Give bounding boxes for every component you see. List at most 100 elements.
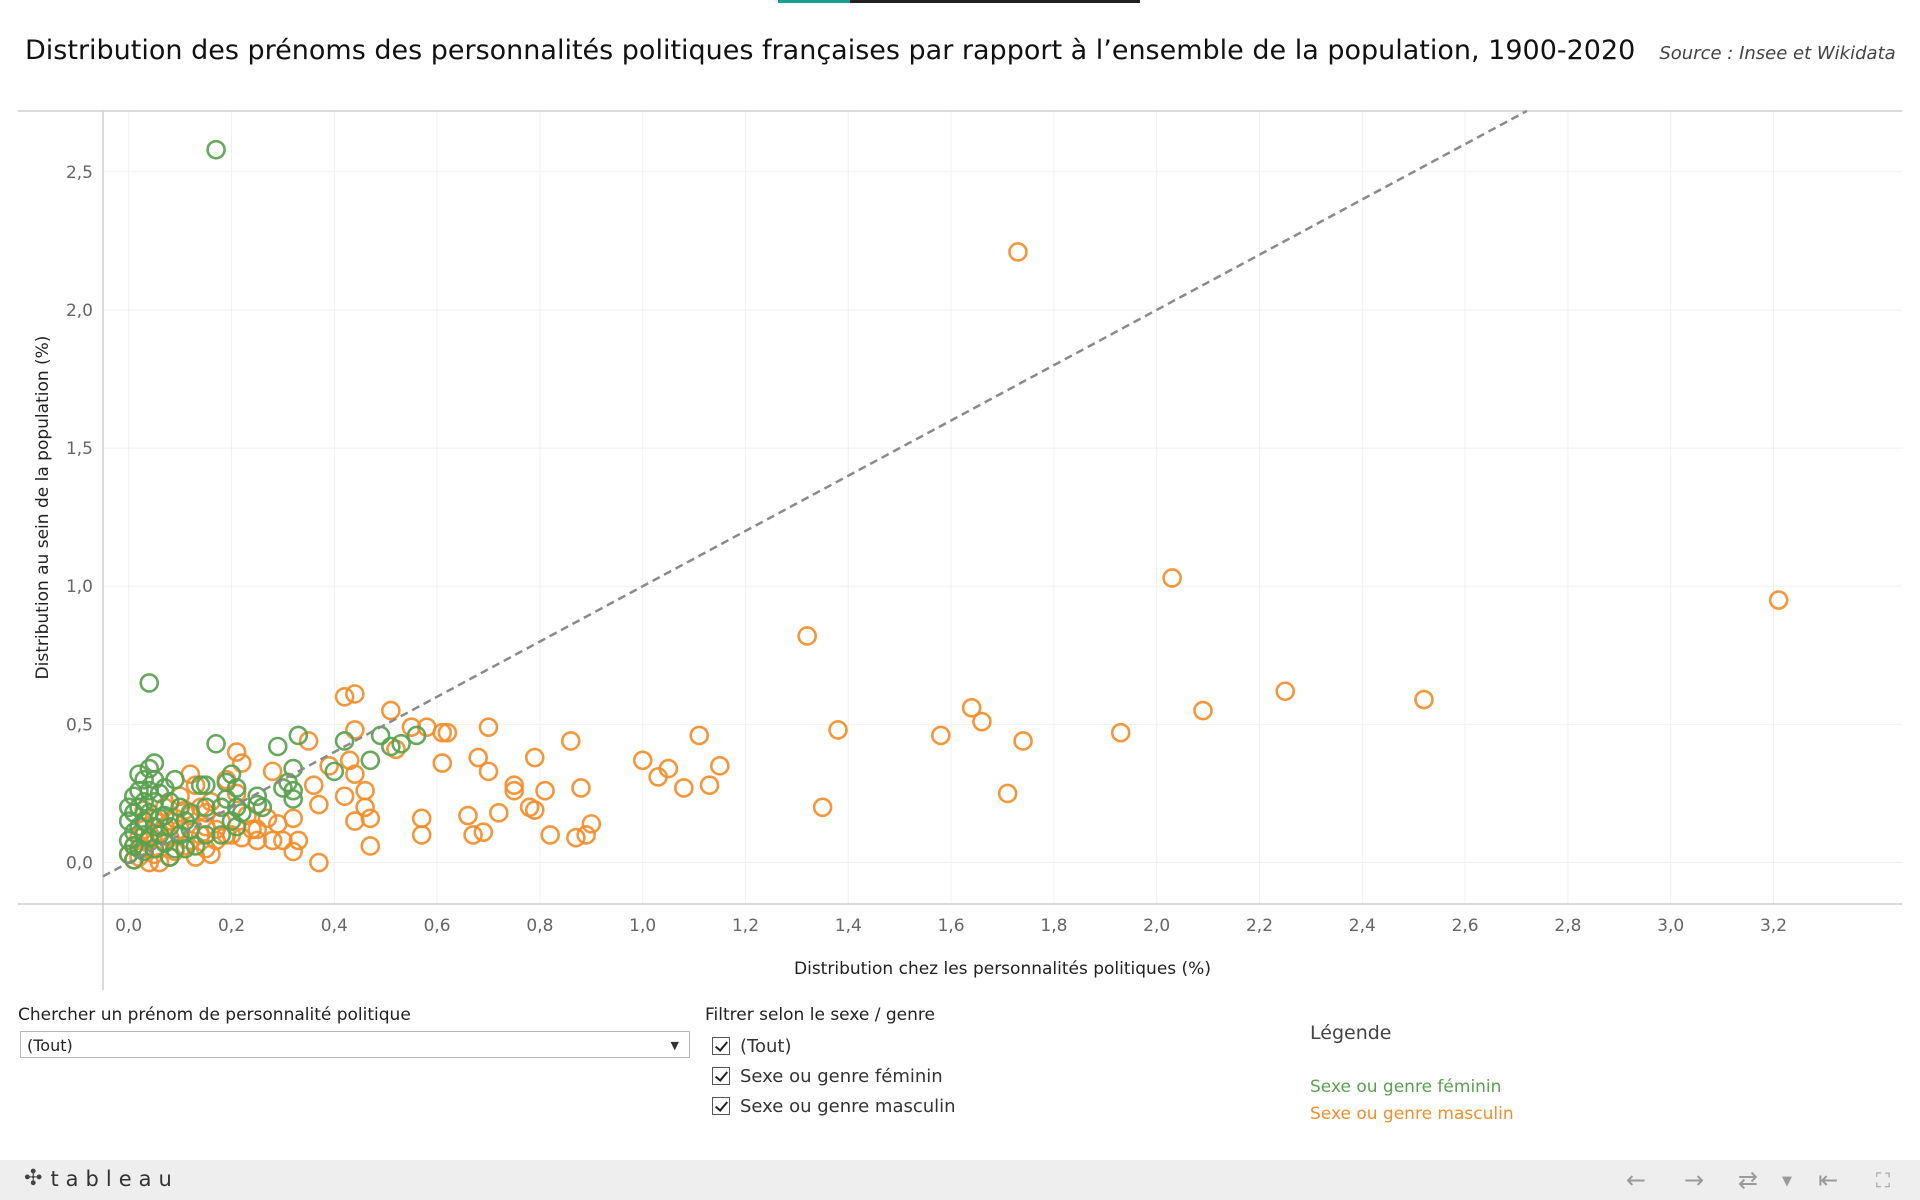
data-point-male[interactable] xyxy=(226,783,247,804)
data-point-male[interactable] xyxy=(961,698,982,718)
data-point-female[interactable] xyxy=(139,673,160,693)
data-point-male[interactable] xyxy=(355,780,375,801)
data-point-male[interactable] xyxy=(1275,681,1295,702)
checkbox-checked-icon[interactable] xyxy=(712,1097,730,1115)
data-point-male[interactable] xyxy=(334,786,355,807)
data-point-male[interactable] xyxy=(247,819,268,840)
data-point-male[interactable] xyxy=(1414,689,1434,710)
data-point-female[interactable] xyxy=(196,775,216,795)
checkbox-checked-icon[interactable] xyxy=(712,1067,730,1085)
data-point-male[interactable] xyxy=(648,767,668,787)
data-point-female[interactable] xyxy=(154,778,175,798)
data-point-female[interactable] xyxy=(283,789,303,809)
data-point-female[interactable] xyxy=(160,847,180,867)
dropdown-icon[interactable]: ▼ xyxy=(1782,1174,1792,1189)
checkbox-checked-icon[interactable] xyxy=(712,1037,730,1055)
data-point-female[interactable] xyxy=(391,733,411,754)
data-point-male[interactable] xyxy=(267,814,288,834)
data-point-male[interactable] xyxy=(190,797,211,818)
data-point-female[interactable] xyxy=(206,139,226,160)
data-point-male[interactable] xyxy=(411,825,432,845)
data-point-male[interactable] xyxy=(283,841,303,862)
data-point-male[interactable] xyxy=(1162,568,1182,588)
data-point-male[interactable] xyxy=(828,720,848,740)
data-point-male[interactable] xyxy=(262,830,283,851)
data-point-male[interactable] xyxy=(1110,722,1131,743)
filter-option-female[interactable]: Sexe ou genre féminin xyxy=(712,1063,943,1089)
data-point-female[interactable] xyxy=(324,761,345,782)
data-point-female[interactable] xyxy=(118,811,139,831)
data-point-male[interactable] xyxy=(1193,700,1213,721)
data-point-female[interactable] xyxy=(134,769,154,790)
data-point-male[interactable] xyxy=(432,753,453,773)
data-point-male[interactable] xyxy=(812,797,833,818)
data-point-male[interactable] xyxy=(524,747,545,768)
data-point-male[interactable] xyxy=(298,731,319,751)
data-point-male[interactable] xyxy=(535,780,555,801)
data-point-male[interactable] xyxy=(504,775,525,795)
data-point-male[interactable] xyxy=(360,836,381,856)
data-point-male[interactable] xyxy=(185,775,206,795)
data-point-male[interactable] xyxy=(478,761,499,782)
filter-option-all[interactable]: (Tout) xyxy=(712,1033,791,1059)
data-point-female[interactable] xyxy=(144,838,165,859)
data-point-male[interactable] xyxy=(288,830,309,851)
reset-icon[interactable]: ⇤ xyxy=(1818,1166,1839,1194)
data-point-female[interactable] xyxy=(175,838,196,859)
data-point-male[interactable] xyxy=(519,797,540,818)
data-point-male[interactable] xyxy=(473,822,494,842)
data-point-female[interactable] xyxy=(381,736,401,757)
data-point-male[interactable] xyxy=(334,686,355,707)
data-point-male[interactable] xyxy=(468,747,489,768)
data-point-male[interactable] xyxy=(931,725,951,746)
data-point-female[interactable] xyxy=(221,811,242,831)
data-point-female[interactable] xyxy=(190,775,211,795)
data-point-male[interactable] xyxy=(560,731,581,751)
data-point-male[interactable] xyxy=(411,808,432,829)
data-point-female[interactable] xyxy=(370,725,391,746)
data-point-male[interactable] xyxy=(458,805,478,826)
data-point-male[interactable] xyxy=(1768,590,1789,610)
undo-icon[interactable]: ← xyxy=(1626,1166,1647,1194)
data-point-female[interactable] xyxy=(252,797,273,818)
data-point-male[interactable] xyxy=(231,827,252,848)
filter-option-male[interactable]: Sexe ou genre masculin xyxy=(712,1093,956,1119)
data-point-female[interactable] xyxy=(221,764,242,784)
legend-item-male[interactable]: Sexe ou genre masculin xyxy=(1310,1104,1514,1124)
data-point-male[interactable] xyxy=(571,778,591,798)
data-point-male[interactable] xyxy=(463,825,483,845)
data-point-male[interactable] xyxy=(231,753,252,773)
data-point-male[interactable] xyxy=(576,825,596,845)
data-point-male[interactable] xyxy=(206,819,226,840)
fullscreen-icon[interactable]: ⛶ xyxy=(1876,1168,1890,1192)
data-point-female[interactable] xyxy=(267,736,288,757)
data-point-male[interactable] xyxy=(566,827,586,848)
data-point-male[interactable] xyxy=(488,803,509,823)
data-point-male[interactable] xyxy=(478,717,499,737)
data-point-female[interactable] xyxy=(196,825,216,845)
data-point-male[interactable] xyxy=(437,722,458,743)
data-point-male[interactable] xyxy=(309,852,329,873)
data-point-male[interactable] xyxy=(201,844,221,865)
data-point-male[interactable] xyxy=(504,780,525,801)
data-point-male[interactable] xyxy=(674,778,694,798)
data-point-male[interactable] xyxy=(1008,242,1028,262)
points-layer[interactable] xyxy=(118,139,1789,873)
name-search-dropdown[interactable]: (Tout) ▼ xyxy=(20,1031,690,1058)
data-point-female[interactable] xyxy=(360,750,381,771)
data-point-male[interactable] xyxy=(699,775,720,795)
data-point-female[interactable] xyxy=(334,731,355,751)
data-point-male[interactable] xyxy=(345,684,365,704)
data-point-male[interactable] xyxy=(997,783,1018,804)
data-point-female[interactable] xyxy=(170,797,190,818)
data-point-male[interactable] xyxy=(1013,731,1033,751)
data-point-female[interactable] xyxy=(185,836,206,856)
tableau-logo[interactable]: ✣ tableau xyxy=(24,1166,179,1191)
data-point-male[interactable] xyxy=(257,808,278,829)
data-point-male[interactable] xyxy=(797,626,817,646)
data-point-female[interactable] xyxy=(129,797,149,818)
data-point-male[interactable] xyxy=(972,711,992,732)
legend-item-female[interactable]: Sexe ou genre féminin xyxy=(1310,1077,1502,1097)
data-point-female[interactable] xyxy=(273,778,293,798)
chevron-down-icon[interactable]: ▼ xyxy=(670,1039,679,1052)
